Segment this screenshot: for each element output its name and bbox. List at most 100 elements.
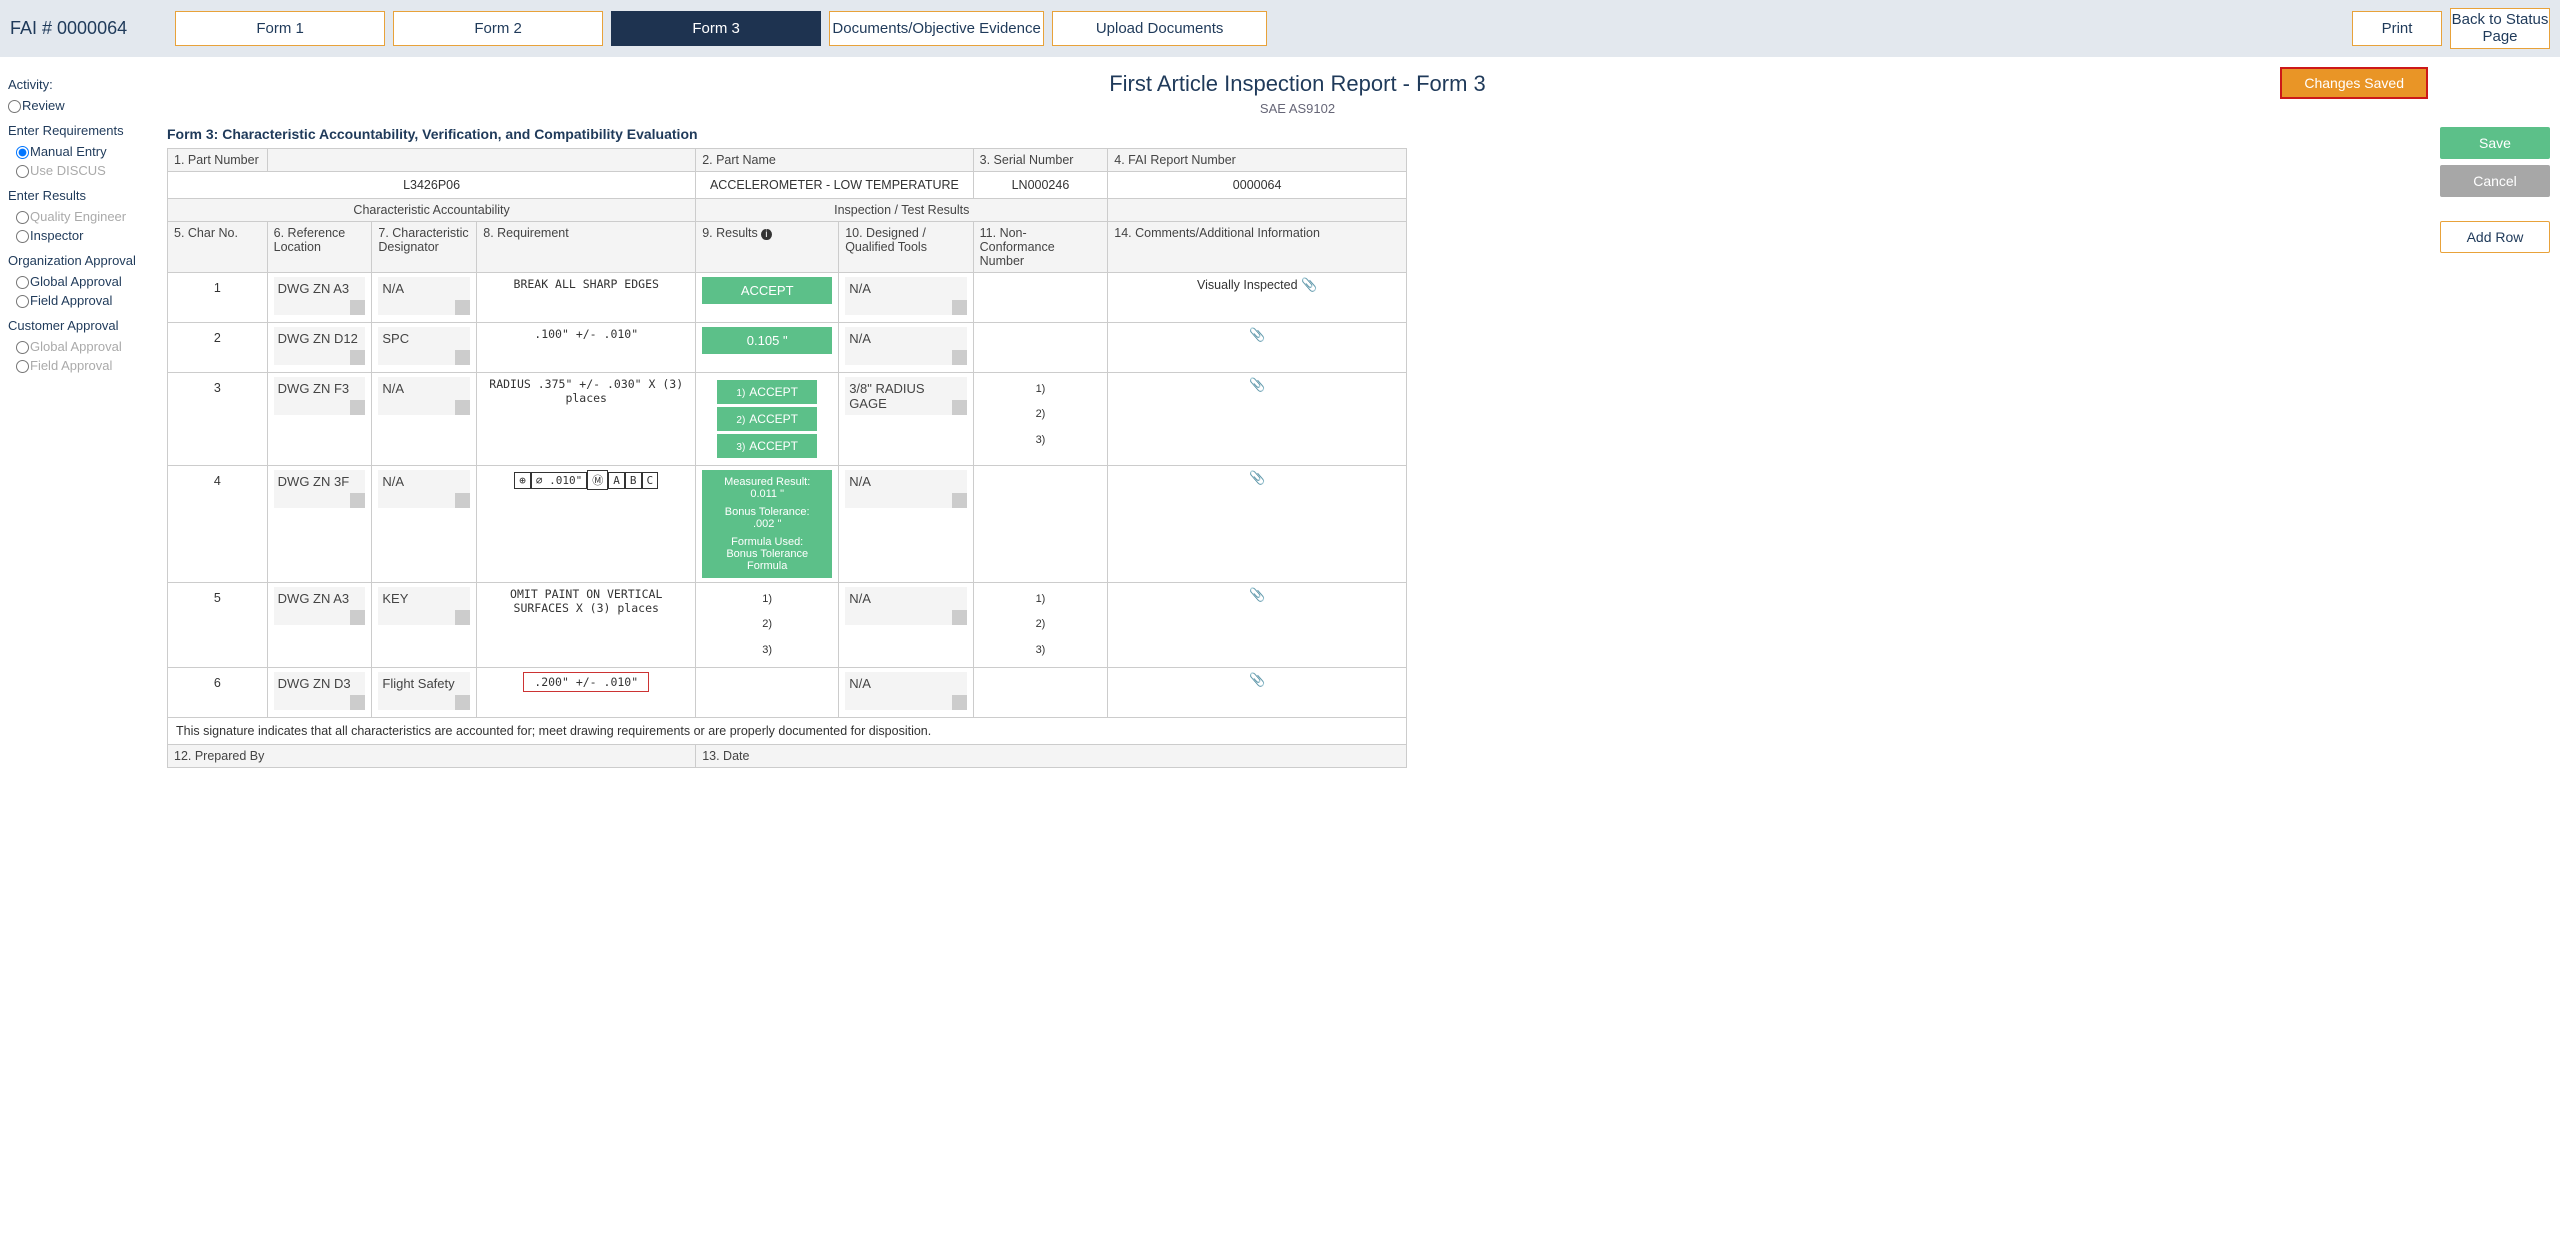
top-bar: FAI # 0000064 Form 1 Form 2 Form 3 Docum… [0,0,2560,57]
attachment-icon[interactable]: 📎 [1249,672,1265,687]
val-part-number: L3426P06 [168,172,696,199]
ref-location: DWG ZN D12 [267,323,372,373]
requirement: .200" +/- .010" [477,667,696,717]
print-button[interactable]: Print [2352,11,2442,46]
comments: 📎 [1108,466,1407,583]
designator: N/A [372,466,477,583]
radio-inspector[interactable]: Inspector [8,226,149,245]
attachment-icon[interactable]: 📎 [1249,470,1265,485]
enter-req-heading: Enter Requirements [8,123,149,138]
section-itr: Inspection / Test Results [696,199,1108,222]
content: Changes Saved First Article Inspection R… [155,57,2440,776]
requirement: RADIUS .375" +/- .030" X (3) places [477,373,696,466]
save-button[interactable]: Save [2440,127,2550,159]
designator-input[interactable]: SPC [378,327,470,365]
char-no: 2 [168,323,268,373]
designator: N/A [372,273,477,323]
ref-location: DWG ZN A3 [267,273,372,323]
form3-table: 1. Part Number 2. Part Name 3. Serial Nu… [167,148,1407,768]
results[interactable]: 1)ACCEPT2)ACCEPT3)ACCEPT [696,373,839,466]
results[interactable]: 0.105 " [696,323,839,373]
attachment-icon[interactable]: 📎 [1301,277,1317,292]
tab-documents[interactable]: Documents/Objective Evidence [829,11,1044,46]
ref-location-input[interactable]: DWG ZN 3F [274,470,366,508]
ref-location: DWG ZN 3F [267,466,372,583]
val-part-name: ACCELEROMETER - LOW TEMPERATURE [696,172,973,199]
tools-input[interactable]: N/A [845,327,966,365]
tools-input[interactable]: N/A [845,470,966,508]
designator-input[interactable]: Flight Safety [378,672,470,710]
signature-note: This signature indicates that all charac… [168,717,1407,744]
radio-field[interactable]: Field Approval [8,291,149,310]
date: 13. Date [696,744,1407,767]
nonconformance [973,273,1108,323]
tools: N/A [839,323,973,373]
radio-c-field[interactable]: Field Approval [8,356,149,375]
designator-input[interactable]: N/A [378,470,470,508]
page-title: First Article Inspection Report - Form 3 [167,71,2428,97]
results[interactable]: 1)2)3) [696,583,839,668]
designator-input[interactable]: N/A [378,377,470,415]
attachment-icon[interactable]: 📎 [1249,327,1265,342]
info-icon[interactable]: i [761,229,771,240]
attachment-icon[interactable]: 📎 [1249,587,1265,602]
ref-location-input[interactable]: DWG ZN A3 [274,277,366,315]
nonconformance [973,466,1108,583]
tools: N/A [839,667,973,717]
nonconformance [973,323,1108,373]
nonconformance: 1)2)3) [973,373,1108,466]
tools: N/A [839,466,973,583]
radio-c-global[interactable]: Global Approval [8,337,149,356]
back-button[interactable]: Back to Status Page [2450,8,2550,49]
page-subtitle: SAE AS9102 [167,101,2428,116]
results[interactable]: Measured Result:0.011 "Bonus Tolerance:.… [696,466,839,583]
changes-saved-badge: Changes Saved [2280,67,2428,99]
tools-input[interactable]: 3/8" RADIUS GAGE [845,377,966,415]
tab-form2[interactable]: Form 2 [393,11,603,46]
val-serial: LN000246 [973,172,1108,199]
enter-res-heading: Enter Results [8,188,149,203]
tab-upload[interactable]: Upload Documents [1052,11,1267,46]
radio-global[interactable]: Global Approval [8,272,149,291]
designator: SPC [372,323,477,373]
char-no: 4 [168,466,268,583]
col-8: 8. Requirement [477,222,696,273]
tools-input[interactable]: N/A [845,587,966,625]
results[interactable] [696,667,839,717]
nonconformance: 1)2)3) [973,583,1108,668]
tools-input[interactable]: N/A [845,277,966,315]
radio-review[interactable]: Review [8,96,149,115]
ref-location-input[interactable]: DWG ZN F3 [274,377,366,415]
cancel-button[interactable]: Cancel [2440,165,2550,197]
attachment-icon[interactable]: 📎 [1249,377,1265,392]
radio-manual[interactable]: Manual Entry [8,142,149,161]
radio-discus[interactable]: Use DISCUS [8,161,149,180]
designator: Flight Safety [372,667,477,717]
tab-form3[interactable]: Form 3 [611,11,821,46]
section-ca: Characteristic Accountability [168,199,696,222]
tools-input[interactable]: N/A [845,672,966,710]
tools: 3/8" RADIUS GAGE [839,373,973,466]
comments: Visually Inspected 📎 [1108,273,1407,323]
designator-input[interactable]: N/A [378,277,470,315]
requirement: OMIT PAINT ON VERTICAL SURFACES X (3) pl… [477,583,696,668]
col-6: 6. Reference Location [267,222,372,273]
activity-heading: Activity: [8,77,149,92]
fai-number: FAI # 0000064 [10,18,127,39]
nonconformance [973,667,1108,717]
add-row-button[interactable]: Add Row [2440,221,2550,253]
ref-location-input[interactable]: DWG ZN A3 [274,587,366,625]
ref-location-input[interactable]: DWG ZN D12 [274,327,366,365]
col-14: 14. Comments/Additional Information [1108,222,1407,273]
val-fai-report: 0000064 [1108,172,1407,199]
org-approval-heading: Organization Approval [8,253,149,268]
radio-quality[interactable]: Quality Engineer [8,207,149,226]
tab-form1[interactable]: Form 1 [175,11,385,46]
comments: 📎 [1108,583,1407,668]
results[interactable]: ACCEPT [696,273,839,323]
requirement: .100" +/- .010" [477,323,696,373]
ref-location-input[interactable]: DWG ZN D3 [274,672,366,710]
col-serial: 3. Serial Number [973,149,1108,172]
designator-input[interactable]: KEY [378,587,470,625]
ref-location: DWG ZN A3 [267,583,372,668]
